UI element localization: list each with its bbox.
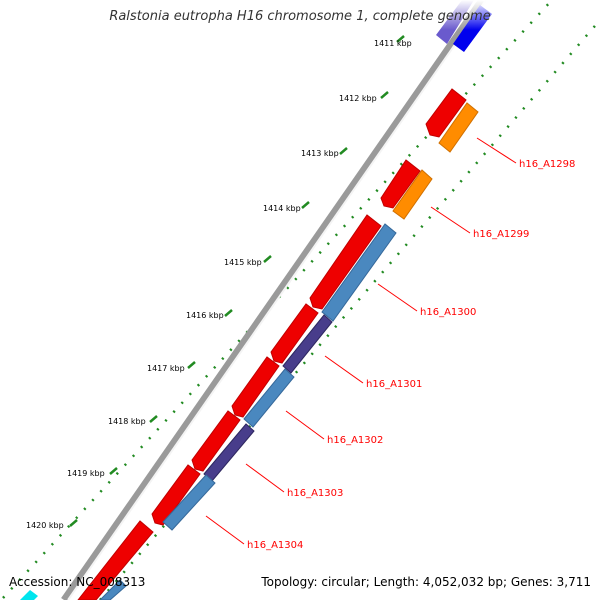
kbp-labels: 1411 kbp 1412 kbp 1413 kbp 1414 kbp 1415… bbox=[26, 39, 412, 530]
kbp-label: 1417 kbp bbox=[147, 364, 185, 373]
kbp-label: 1415 kbp bbox=[224, 258, 262, 267]
gene-forward[interactable] bbox=[77, 520, 154, 600]
kbp-label: 1419 kbp bbox=[67, 469, 105, 478]
kbp-label: 1411 kbp bbox=[374, 39, 412, 48]
gene-reverse-steelblue[interactable] bbox=[99, 579, 127, 600]
gene-label[interactable]: h16_A1302 bbox=[327, 435, 383, 446]
forward-strand-genes bbox=[77, 88, 467, 600]
kbp-label: 1420 kbp bbox=[26, 521, 64, 530]
kbp-label: 1412 kbp bbox=[339, 94, 377, 103]
kbp-label: 1416 kbp bbox=[186, 311, 224, 320]
gene-reverse-orange[interactable] bbox=[392, 169, 433, 220]
label-leader-lines bbox=[205, 137, 517, 545]
genome-backbone bbox=[61, 0, 487, 600]
map-title: Ralstonia eutropha H16 chromosome 1, com… bbox=[109, 9, 491, 24]
gene-forward[interactable] bbox=[309, 214, 382, 310]
gene-forward[interactable] bbox=[151, 464, 201, 526]
kbp-label: 1413 kbp bbox=[301, 149, 339, 158]
gene-label[interactable]: h16_A1301 bbox=[366, 379, 422, 390]
gene-reverse-steelblue[interactable] bbox=[162, 474, 216, 531]
gene-reverse-orange[interactable] bbox=[438, 102, 479, 153]
gene-label[interactable]: h16_A1304 bbox=[247, 540, 303, 551]
top-fade bbox=[420, 0, 510, 30]
gene-label[interactable]: h16_A1300 bbox=[420, 307, 476, 318]
top-partial-genes bbox=[420, 0, 510, 52]
gene-forward[interactable] bbox=[425, 88, 467, 138]
gene-forward[interactable] bbox=[380, 159, 421, 209]
gene-reverse-steelblue[interactable] bbox=[243, 368, 295, 428]
gene-reverse-steelblue[interactable] bbox=[321, 223, 397, 322]
gene-forward[interactable] bbox=[191, 410, 241, 472]
gene-label[interactable]: h16_A1299 bbox=[473, 229, 529, 240]
gene-forward[interactable] bbox=[270, 303, 319, 364]
kbp-label: 1414 kbp bbox=[263, 204, 301, 213]
accession-text: Accession: NC_008313 bbox=[9, 575, 146, 589]
kbp-tick-marks bbox=[69, 35, 405, 527]
gene-label[interactable]: h16_A1303 bbox=[287, 488, 343, 499]
kbp-label: 1418 kbp bbox=[108, 417, 146, 426]
gene-label[interactable]: h16_A1298 bbox=[519, 159, 575, 170]
gene-partial-cyan[interactable] bbox=[20, 590, 38, 600]
genome-summary-text: Topology: circular; Length: 4,052,032 bp… bbox=[261, 575, 591, 589]
gene-labels: h16_A1298 h16_A1299 h16_A1300 h16_A1301 … bbox=[247, 159, 575, 551]
gene-forward[interactable] bbox=[231, 356, 280, 418]
reverse-strand-genes bbox=[99, 102, 479, 600]
gene-reverse-slate[interactable] bbox=[282, 314, 333, 374]
